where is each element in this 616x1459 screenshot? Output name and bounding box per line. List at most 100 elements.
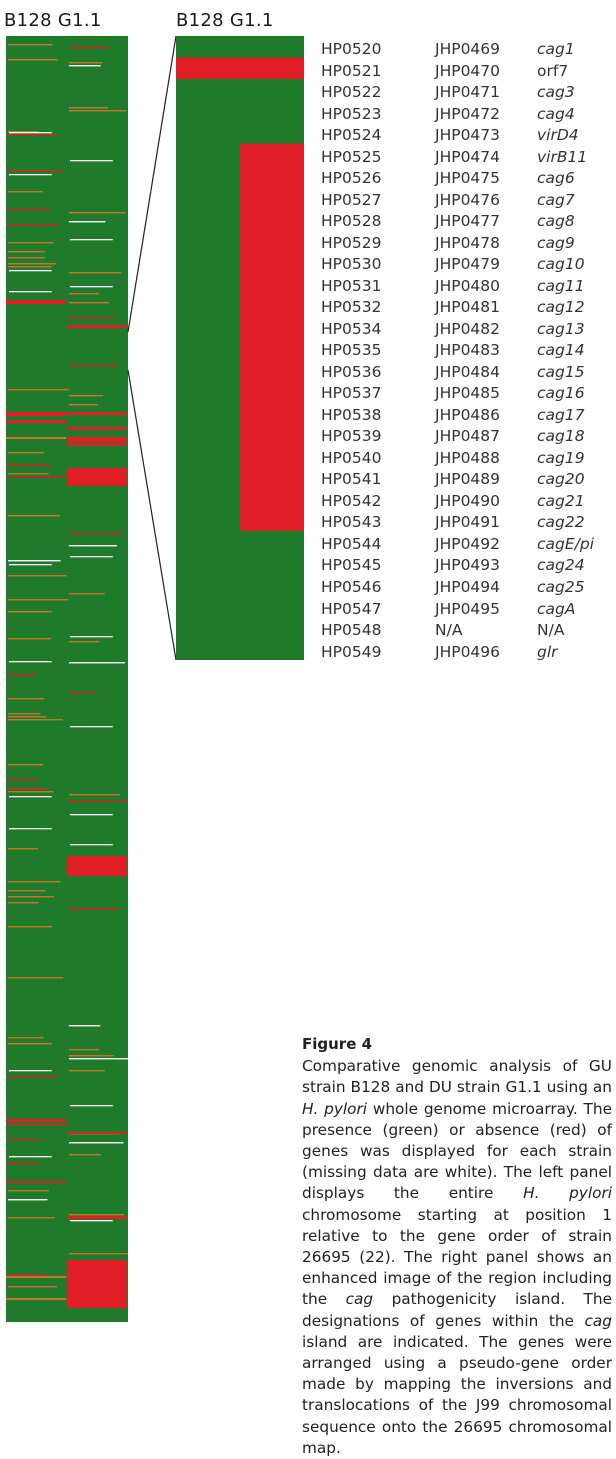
genome-stripe [69,533,123,535]
gene-hp-id: HP0544 [321,534,382,553]
gene-hp-id: HP0529 [321,233,382,252]
cag-cell-g11 [240,401,304,424]
genome-missing-line [70,239,113,241]
cag-cell-g11 [240,552,304,575]
gene-name: cag25 [537,578,585,596]
genome-stripe [8,1124,69,1126]
cag-cell-g11 [240,57,304,80]
cag-cell-b128 [176,423,240,446]
genome-block [6,1298,66,1300]
gene-name: cag20 [537,470,585,489]
genome-stripe [69,908,120,910]
genome-stripe [69,545,117,547]
genome-stripe [69,593,105,595]
genome-missing-line [9,174,52,176]
genome-missing-line [9,828,52,830]
gene-jhp-id: JHP0478 [435,233,501,252]
gene-jhp-id: JHP0470 [435,61,501,80]
gene-hp-id: HP0527 [321,190,382,209]
genome-stripe [8,452,44,454]
gene-name: cag3 [537,83,575,102]
genome-missing-line [9,564,52,566]
cag-cell-b128 [176,380,240,403]
gene-hp-id: HP0531 [321,276,382,295]
genome-stripe [69,272,122,274]
genome-stripe [69,662,125,664]
gene-jhp-id: JHP0490 [435,491,501,510]
cag-cell-g11 [240,100,304,123]
left-label-b128: B128 [4,10,52,31]
gene-jhp-id: JHP0471 [435,83,501,102]
genome-stripe [8,170,65,172]
genome-block [6,300,66,304]
genome-block [6,1276,66,1278]
genome-missing-line [70,726,113,728]
gene-hp-id: HP0546 [321,578,382,596]
gene-jhp-id: JHP0483 [435,341,501,360]
caption-italic-term: cag [584,1311,613,1330]
genome-stripe [8,263,57,265]
genome-missing-line [70,160,113,162]
whole-genome-heatmap [6,36,128,1322]
genome-stripe [69,317,114,319]
gene-name: cag1 [537,40,575,58]
genome-stripe [8,896,55,898]
gene-name: cag11 [537,276,585,295]
genome-block [6,420,66,423]
genome-stripe [8,1139,40,1141]
cag-cell-b128 [176,573,240,597]
cag-cell-g11 [240,315,304,338]
gene-hp-id: HP0528 [321,212,382,231]
caption-text: pathogenicity island. The designations o… [302,1290,613,1330]
cag-cell-g11 [240,251,304,274]
genome-stripe [69,221,106,223]
gene-name: cag6 [537,169,575,188]
gene-jhp-id: JHP0482 [435,319,501,338]
gene-hp-id: HP0530 [321,255,382,274]
genome-stripe [8,389,69,391]
genome-stripe [8,1190,49,1192]
cag-cell-g11 [240,595,304,618]
genome-stripe [8,476,65,478]
genome-stripe [69,47,111,49]
gene-hp-id: HP0535 [321,341,382,360]
genome-stripe [8,464,51,466]
genome-block [67,468,127,486]
gene-name: N/A [537,621,565,640]
cag-island-heatmap [176,36,304,660]
genome-block [67,437,127,442]
genome-stripe [69,1142,124,1144]
cag-cell-b128 [176,530,240,554]
gene-hp-id: HP0524 [321,126,382,145]
gene-name: cag19 [537,448,585,467]
gene-jhp-id: JHP0492 [435,534,501,553]
gene-jhp-id: JHP0473 [435,126,501,145]
gene-hp-id: HP0521 [321,61,382,80]
genome-block [6,437,66,439]
cag-cell-b128 [176,315,240,338]
genome-stripe [8,44,53,46]
right-label-b128: B128 [176,10,224,31]
gene-hp-id: HP0534 [321,319,382,338]
cag-cell-g11 [240,272,304,295]
gene-jhp-id: JHP0496 [435,642,501,661]
genome-stripe [69,800,128,802]
gene-hp-id: HP0526 [321,169,382,188]
gene-jhp-id: JHP0476 [435,190,501,209]
genome-stripe [8,698,45,700]
genome-stripe [8,779,38,781]
gene-name: cagE/pi [537,534,595,553]
genome-stripe [8,611,52,613]
genome-stripe [8,977,64,979]
genome-stripe [69,302,110,304]
cag-cell-b128 [176,487,240,510]
gene-jhp-id: JHP0493 [435,556,501,575]
cag-cell-g11 [240,79,304,102]
genome-stripe [69,212,126,214]
figure-caption: Figure 4 Comparative genomic analysis of… [302,1034,612,1459]
cag-cell-g11 [240,208,304,231]
genome-stripe [8,560,61,562]
genome-stripe [69,293,99,295]
genome-block [67,443,127,446]
gene-hp-id: HP0539 [321,427,382,446]
